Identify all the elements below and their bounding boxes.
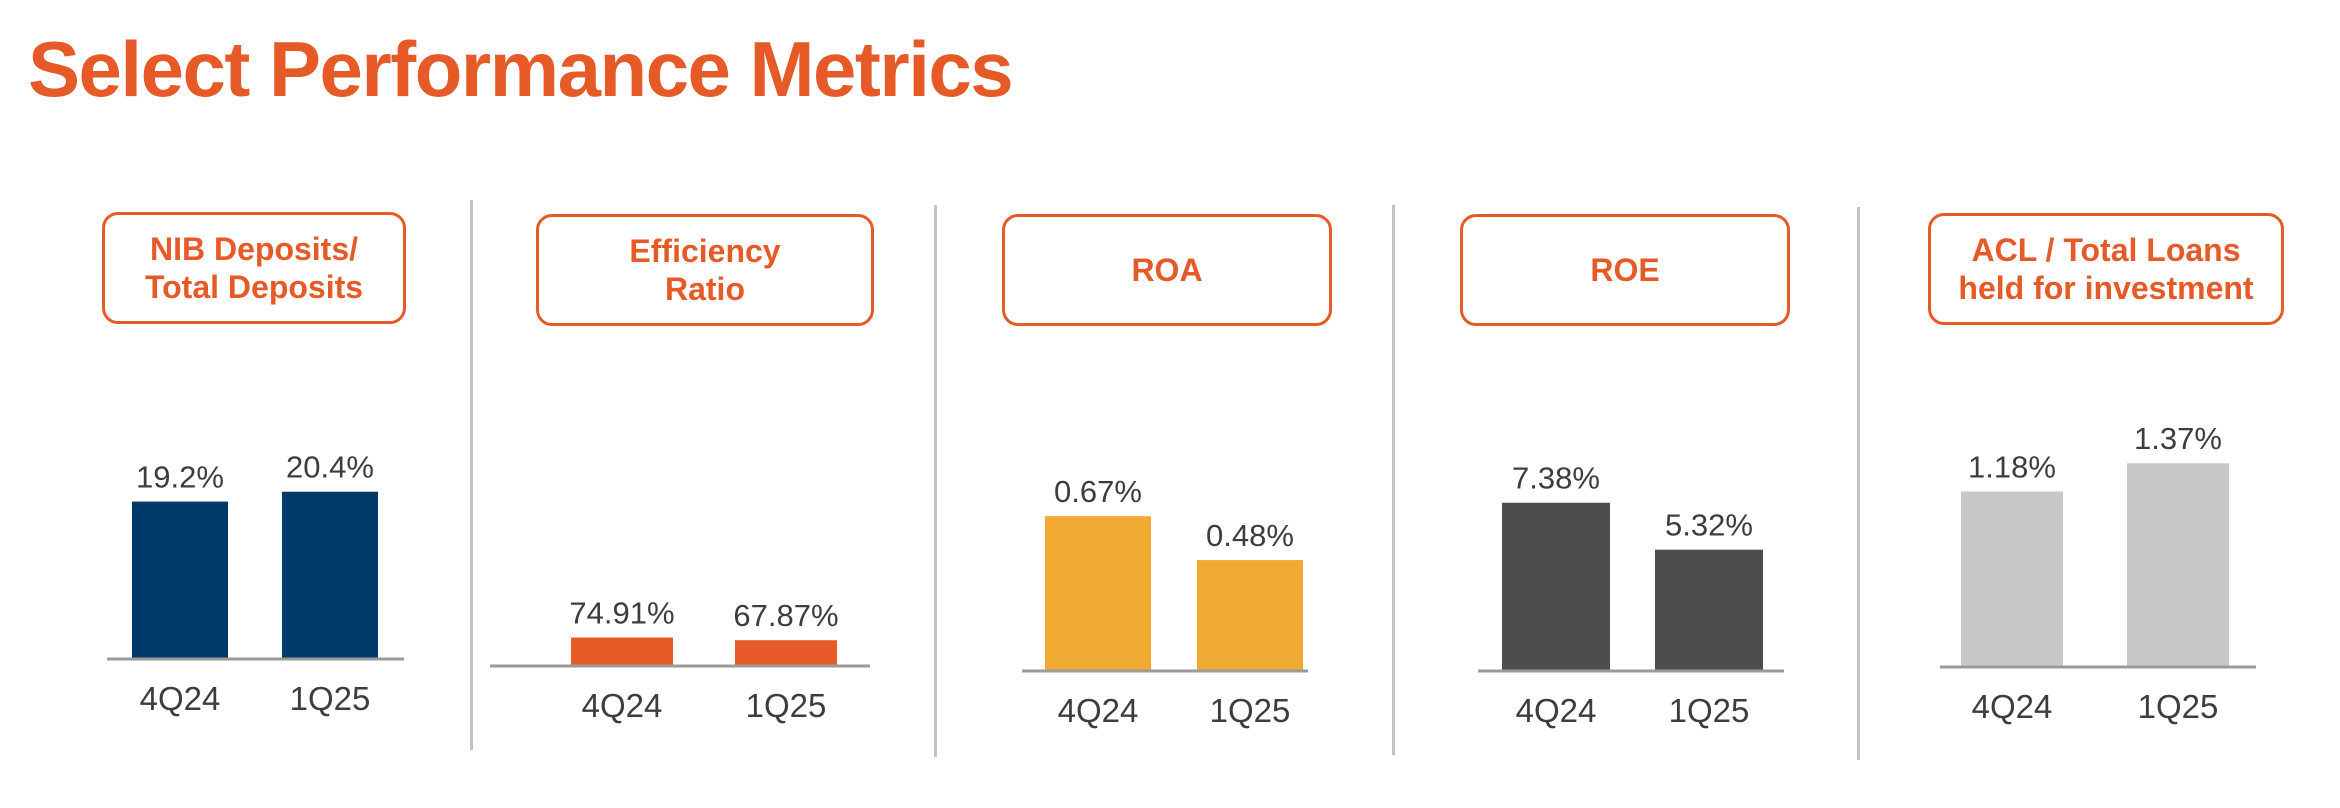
page-title: Select Performance Metrics bbox=[28, 25, 1014, 113]
metric-label-line: ROA bbox=[1131, 252, 1203, 288]
tick-label: 1Q25 bbox=[746, 687, 827, 724]
tick-label: 1Q25 bbox=[1210, 692, 1291, 729]
data-label: 0.67% bbox=[1054, 474, 1142, 509]
bar bbox=[1502, 502, 1610, 671]
bar bbox=[735, 640, 837, 666]
data-label: 7.38% bbox=[1512, 461, 1600, 496]
data-label: 19.2% bbox=[136, 460, 224, 495]
metric-label-line: ROE bbox=[1590, 252, 1660, 288]
tick-label: 1Q25 bbox=[290, 680, 371, 717]
metric-label-roe: ROE bbox=[1460, 214, 1790, 326]
metric-label-line: Total Deposits bbox=[144, 269, 364, 305]
metric-label-roa: ROA bbox=[1002, 214, 1332, 326]
bar bbox=[2127, 463, 2229, 667]
tick-label: 4Q24 bbox=[1516, 692, 1597, 729]
data-label: 20.4% bbox=[286, 450, 374, 485]
metric-label-efficiency-ratio: Efficiency Ratio bbox=[536, 214, 874, 326]
metric-label-line: NIB Deposits/ bbox=[149, 231, 359, 267]
metric-label-acl-total-loans: ACL / Total Loans held for investment bbox=[1928, 213, 2284, 325]
tick-label: 4Q24 bbox=[1058, 692, 1139, 729]
metric-label-nib-deposits: NIB Deposits/ Total Deposits bbox=[102, 212, 406, 324]
panel-divider bbox=[1392, 205, 1395, 755]
bar bbox=[1197, 560, 1303, 671]
tick-label: 4Q24 bbox=[582, 687, 663, 724]
bar bbox=[1655, 549, 1763, 671]
bar bbox=[282, 491, 378, 659]
metric-label-line: held for investment bbox=[1958, 270, 2254, 306]
panel-divider bbox=[934, 205, 937, 757]
tick-label: 1Q25 bbox=[1669, 692, 1750, 729]
tick-label: 4Q24 bbox=[1972, 688, 2053, 725]
tick-label: 4Q24 bbox=[140, 680, 221, 717]
data-label: 1.18% bbox=[1968, 449, 2056, 484]
bar bbox=[1045, 516, 1151, 671]
metric-label-line: ACL / Total Loans bbox=[1971, 232, 2241, 268]
data-label: 0.48% bbox=[1206, 518, 1294, 553]
data-label: 1.37% bbox=[2134, 421, 2222, 456]
panel-divider bbox=[470, 200, 473, 750]
panel-divider bbox=[1857, 207, 1860, 760]
bar bbox=[571, 637, 673, 666]
metric-label-line: Efficiency bbox=[629, 233, 781, 269]
bar bbox=[132, 501, 228, 659]
metric-label-line: Ratio bbox=[664, 271, 745, 307]
data-label: 5.32% bbox=[1665, 508, 1753, 543]
data-label: 74.91% bbox=[569, 596, 674, 631]
bar bbox=[1961, 491, 2063, 667]
tick-label: 1Q25 bbox=[2138, 688, 2219, 725]
data-label: 67.87% bbox=[733, 598, 838, 633]
